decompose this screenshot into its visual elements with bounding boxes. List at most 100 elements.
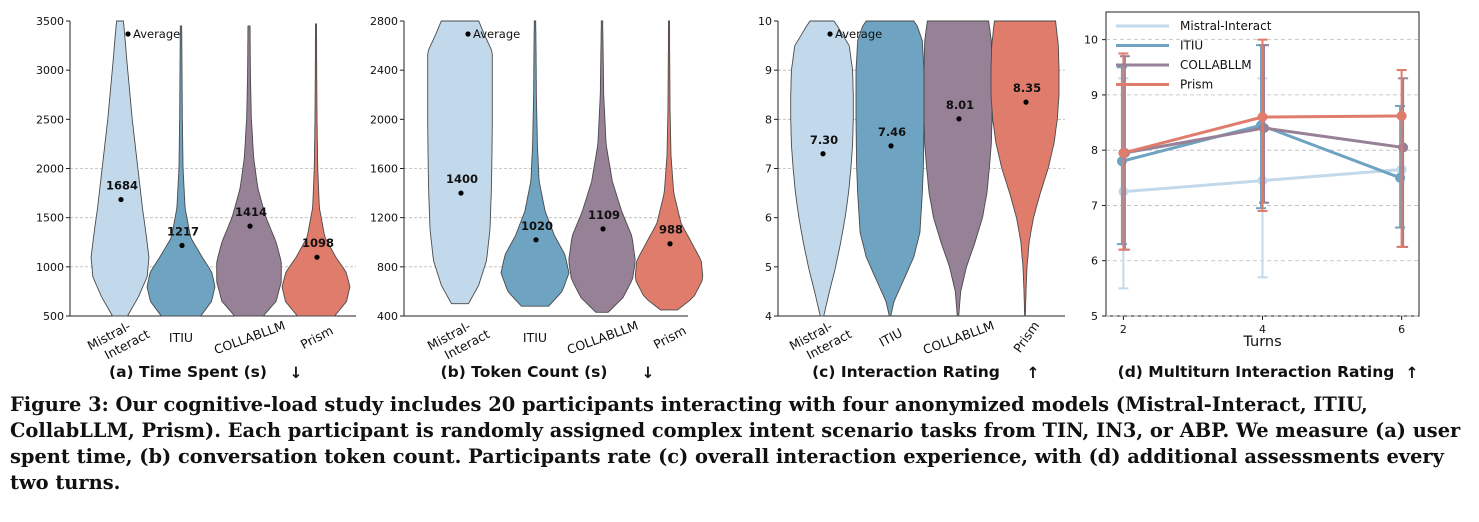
category-label: Prism xyxy=(651,323,689,352)
panel-token-count: 400 800 1200 1600 2000 2400 2800 1400 Mistral-In… xyxy=(370,15,704,382)
violin-mistral-interact xyxy=(90,20,150,317)
panel-time-spent: 500 1000 1500 2000 2500 3000 3500 1684 Mistral-I… xyxy=(36,15,356,382)
average-label-collabllm: 1414 xyxy=(235,205,267,219)
panel-title: (a) Time Spent (s) xyxy=(109,363,267,381)
panel-multiturn-rating: 5 6 7 8 9 10 2 4 6 Turns Mistral-Interact ITIU COLLA… xyxy=(1084,11,1420,382)
average-legend-label: Average xyxy=(835,27,882,41)
violin-itiu xyxy=(146,25,216,317)
y-tick-label: 2000 xyxy=(370,113,398,126)
average-dot-collabllm xyxy=(600,226,606,232)
average-dot-mistral-interact xyxy=(820,151,826,157)
violin-prism xyxy=(990,20,1060,317)
category-label: Mistral-Interact xyxy=(425,312,492,367)
x-tick-label: 4 xyxy=(1259,323,1266,336)
average-legend-dot xyxy=(125,31,131,37)
violin-collabllm xyxy=(216,25,282,317)
violin-itiu xyxy=(500,20,570,307)
y-tick-label: 1500 xyxy=(36,212,64,225)
y-tick-label: 1200 xyxy=(370,212,398,225)
data-point-collabllm xyxy=(1259,123,1269,134)
average-label-itiu: 1020 xyxy=(521,219,553,233)
y-tick-label: 7 xyxy=(765,163,772,176)
category-label: COLLABLLM xyxy=(565,318,640,358)
panel-title-arrow: ↑ xyxy=(1406,364,1419,382)
category-label: ITIU xyxy=(169,330,193,345)
average-label-prism: 8.35 xyxy=(1013,81,1041,95)
average-dot-prism xyxy=(667,241,673,247)
y-tick-label: 5 xyxy=(765,261,772,274)
x-tick-label: 2 xyxy=(1120,323,1127,336)
y-tick-label: 2800 xyxy=(370,15,398,28)
average-dot-mistral-interact xyxy=(458,190,464,196)
data-point-prism xyxy=(1257,112,1268,123)
panel-title: (c) Interaction Rating xyxy=(812,363,1000,381)
average-legend-label: Average xyxy=(133,27,180,41)
average-label-itiu: 7.46 xyxy=(878,125,906,139)
y-tick-label: 8 xyxy=(1091,144,1098,157)
violin-prism xyxy=(281,23,351,317)
y-tick-label: 3000 xyxy=(36,64,64,77)
average-dot-itiu xyxy=(888,143,894,149)
violin-itiu xyxy=(855,20,925,317)
figure-caption: Figure 3: Our cognitive-load study inclu… xyxy=(10,393,1461,494)
data-point-collabllm xyxy=(1398,142,1409,153)
average-label-mistral-interact: 1400 xyxy=(446,172,478,186)
y-tick-label: 7 xyxy=(1091,199,1098,212)
panel-interaction-rating: 4 5 6 7 8 9 10 7.30 Mistral-Interact 7.46 ITIU 8.01… xyxy=(758,15,1065,382)
y-tick-label: 400 xyxy=(377,310,398,323)
average-legend-label: Average xyxy=(473,27,520,41)
average-label-collabllm: 8.01 xyxy=(946,98,974,112)
category-label: COLLABLLM xyxy=(921,318,996,358)
category-label: ITIU xyxy=(877,325,905,350)
data-point-prism xyxy=(1396,110,1407,121)
violin-mistral-interact xyxy=(790,20,854,317)
y-tick-label: 2500 xyxy=(36,113,64,126)
y-tick-label: 500 xyxy=(43,310,64,323)
legend-label-mistral-interact: Mistral-Interact xyxy=(1180,19,1272,33)
average-label-mistral-interact: 7.30 xyxy=(810,133,838,147)
x-axis-label: Turns xyxy=(1242,334,1281,350)
legend-label-itiu: ITIU xyxy=(1180,39,1203,53)
y-tick-label: 3500 xyxy=(36,15,64,28)
y-tick-label: 10 xyxy=(758,15,772,28)
y-tick-label: 6 xyxy=(1091,255,1098,268)
average-label-prism: 988 xyxy=(659,223,683,237)
average-label-mistral-interact: 1684 xyxy=(106,179,138,193)
average-dot-itiu xyxy=(533,237,539,243)
average-legend-dot xyxy=(827,31,833,37)
y-tick-label: 9 xyxy=(1091,89,1098,102)
average-label-itiu: 1217 xyxy=(167,224,199,238)
average-label-collabllm: 1109 xyxy=(588,208,620,222)
category-label: Prism xyxy=(298,323,336,352)
violin-collabllm xyxy=(568,20,636,313)
y-tick-label: 1600 xyxy=(370,163,398,176)
y-tick-label: 1000 xyxy=(36,261,64,274)
y-tick-label: 8 xyxy=(765,113,772,126)
data-point-prism xyxy=(1118,147,1129,158)
violin-mistral-interact xyxy=(427,20,493,305)
panel-title-arrow: ↓ xyxy=(290,364,303,382)
y-tick-label: 800 xyxy=(377,261,398,274)
panel-title-arrow: ↓ xyxy=(642,364,655,382)
y-tick-label: 2000 xyxy=(36,163,64,176)
category-label: Prism xyxy=(1010,318,1042,355)
violin-collabllm xyxy=(923,20,993,317)
y-tick-label: 9 xyxy=(765,64,772,77)
y-tick-label: 6 xyxy=(765,212,772,225)
panel-title: (d) Multiturn Interaction Rating xyxy=(1118,363,1395,381)
y-tick-label: 10 xyxy=(1084,34,1098,47)
y-tick-label: 5 xyxy=(1091,310,1098,323)
average-dot-prism xyxy=(314,254,320,260)
average-label-prism: 1098 xyxy=(302,236,334,250)
panel-title: (b) Token Count (s) xyxy=(441,363,608,381)
category-label: Mistral-Interact xyxy=(787,312,854,367)
panel-title-arrow: ↑ xyxy=(1027,364,1040,382)
average-dot-collabllm xyxy=(247,223,253,229)
average-dot-itiu xyxy=(179,242,185,249)
category-label: Mistral-Interact xyxy=(85,312,152,367)
category-label: COLLABLLM xyxy=(212,318,287,358)
violin-prism xyxy=(634,20,704,311)
y-tick-label: 4 xyxy=(765,310,772,323)
average-dot-collabllm xyxy=(956,116,962,122)
average-legend-dot xyxy=(465,31,471,37)
